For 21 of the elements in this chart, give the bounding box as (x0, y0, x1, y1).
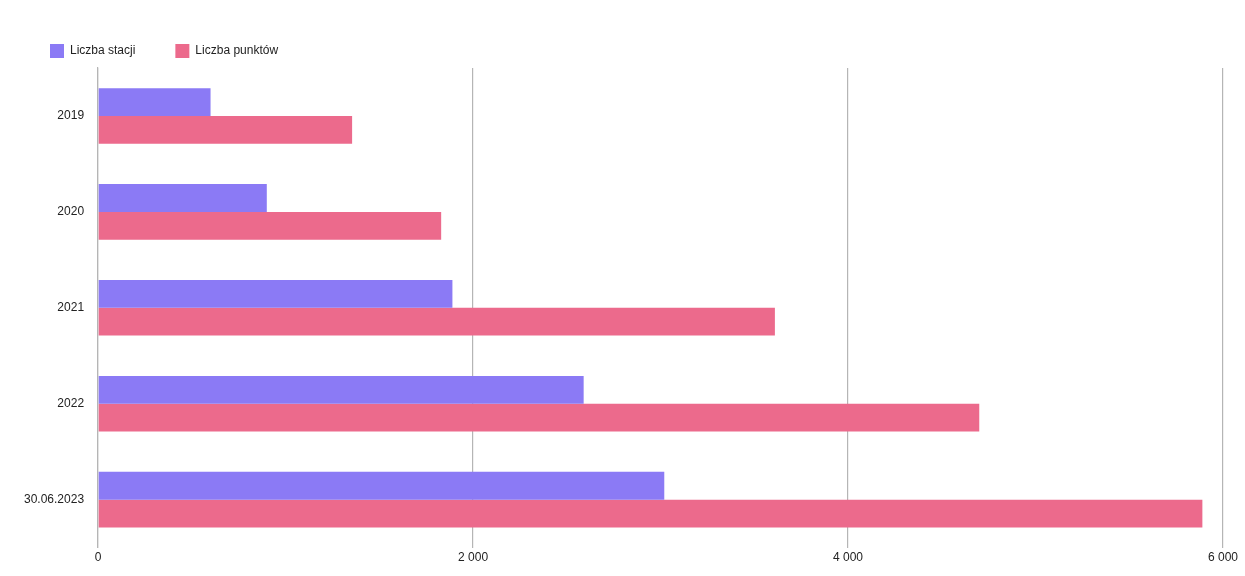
x-tick-label: 2 000 (458, 550, 489, 565)
bar (98, 115, 353, 144)
y-tick-label: 2022 (57, 396, 85, 411)
bar (98, 499, 1203, 528)
y-tick-label: 2020 (57, 204, 85, 219)
bar (98, 471, 665, 500)
bar (98, 211, 442, 240)
bar (98, 375, 584, 404)
bar (98, 279, 453, 308)
bar (98, 307, 775, 336)
x-tick-label: 6 000 (1207, 550, 1239, 565)
bar (98, 184, 267, 212)
y-tick-label: 2019 (57, 108, 85, 123)
x-tick-label: 4 000 (833, 550, 864, 565)
x-tick-label: 0 (94, 550, 102, 565)
legend-label: Liczba stacji (70, 43, 136, 58)
legend-label: Liczba punktów (195, 43, 279, 58)
bar (98, 403, 980, 432)
y-tick-label: 30.06.2023 (24, 491, 85, 506)
y-tick-label: 2021 (57, 300, 85, 315)
bar (98, 88, 211, 116)
